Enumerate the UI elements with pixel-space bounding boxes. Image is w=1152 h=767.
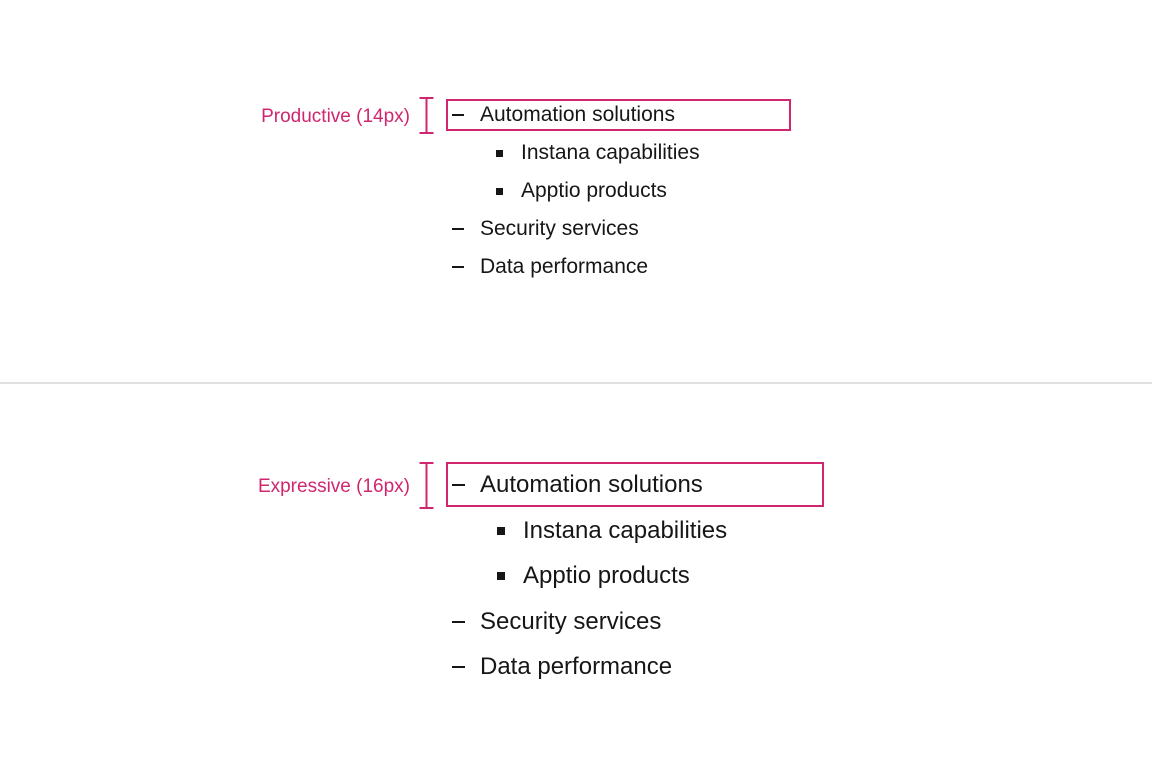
list-item: Apptio products [496, 174, 667, 208]
square-bullet-icon [497, 572, 505, 580]
list-item-text: Automation solutions [480, 103, 675, 126]
list-item-text: Automation solutions [480, 470, 703, 498]
list-item-text: Security services [480, 608, 662, 635]
list-item-text: Apptio products [523, 562, 690, 589]
list-item-text: Security services [480, 217, 639, 240]
productive-size-label: Productive (14px) [261, 106, 410, 127]
list-item-text: Apptio products [521, 179, 667, 202]
list-item: Apptio products [497, 556, 690, 596]
list-item: Instana capabilities [496, 136, 700, 170]
dash-bullet-icon [452, 621, 465, 623]
dash-bullet-icon [452, 228, 464, 230]
list-item-text: Data performance [480, 653, 673, 680]
list-item-text: Data performance [480, 255, 649, 278]
square-bullet-icon [496, 149, 503, 157]
list-item-highlight-box: Automation solutions [446, 462, 824, 507]
list-item: Security services [452, 602, 661, 642]
list-item: Data performance [452, 647, 672, 687]
dash-bullet-icon [452, 666, 465, 668]
type-height-bracket-icon [419, 462, 434, 509]
list-item-text: Instana capabilities [523, 517, 728, 544]
list-item-text: Instana capabilities [521, 141, 700, 164]
dash-bullet-icon [452, 266, 464, 268]
square-bullet-icon [497, 527, 505, 535]
type-height-bracket-icon [419, 97, 434, 134]
list-item: Data performance [452, 250, 648, 284]
section-divider [0, 382, 1152, 384]
list-item-highlight-box: Automation solutions [446, 99, 791, 131]
dash-bullet-icon [452, 483, 465, 486]
square-bullet-icon [496, 187, 503, 195]
list-item: Instana capabilities [497, 511, 727, 551]
list-item: Security services [452, 212, 639, 246]
dash-bullet-icon [452, 114, 464, 116]
expressive-size-label: Expressive (16px) [257, 476, 410, 497]
